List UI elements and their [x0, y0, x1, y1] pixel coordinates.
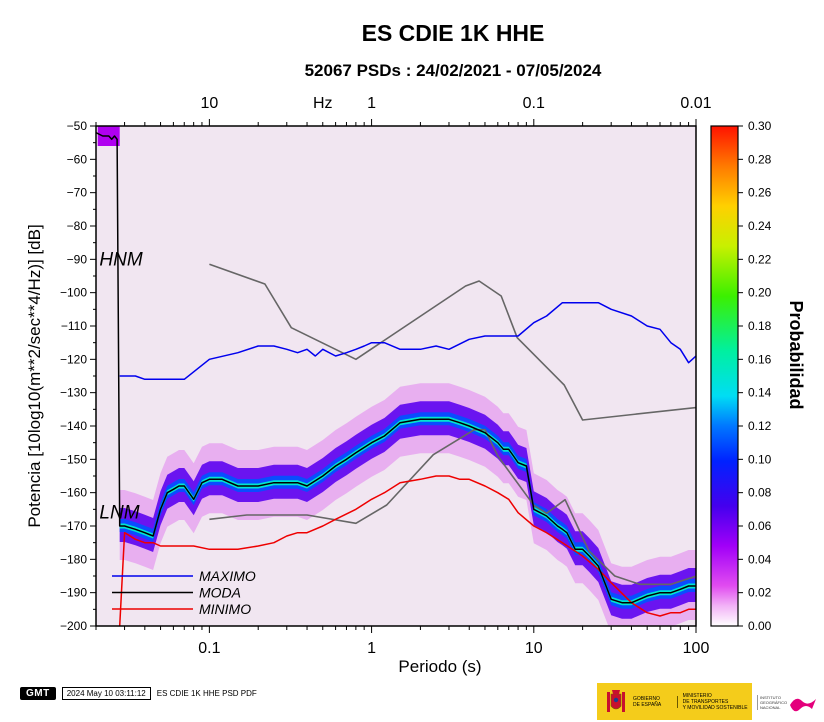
- timestamp: 2024 May 10 03:11:12: [61, 686, 151, 700]
- ign-mark-icon: [790, 698, 816, 712]
- x-tick-label: 0.1: [198, 640, 220, 657]
- colorbar-tick-label: 0.04: [748, 552, 772, 566]
- y-tick-label: −90: [67, 252, 88, 266]
- x-tick-label: 1: [367, 640, 376, 657]
- y-axis: −50 −60 −70 −80 −90 −100 −110 −120 −130 −140 −150 −…: [60, 119, 96, 633]
- series-lnm: [209, 428, 696, 586]
- chart-title: ES CDIE 1K HHE: [362, 20, 545, 46]
- y-tick-label: −130: [60, 386, 87, 400]
- colorbar: 0.00 0.02 0.04 0.06 0.08 0.10 0.12 0.14 0.16 0.18…: [710, 119, 806, 633]
- series-hnm: [209, 263, 696, 421]
- series-moda: [96, 132, 696, 604]
- top-frequency-axis: 10 1 0.1 0.01: [95, 95, 712, 126]
- x-axis-label: Periodo (s): [398, 657, 481, 676]
- colorbar-tick-label: 0.00: [748, 619, 772, 633]
- colorbar-tick-label: 0.20: [748, 286, 772, 300]
- y-tick-label: −140: [60, 419, 87, 433]
- y-tick-label: −110: [61, 319, 87, 333]
- series-layer: [96, 132, 696, 626]
- y-tick-label: −70: [67, 186, 88, 200]
- y-tick-label: −100: [60, 286, 87, 300]
- government-logo: GOBIERNO DE ESPAÑA MINISTERIO DE TRANSPO…: [597, 683, 752, 720]
- psd-pdf-chart: ES CDIE 1K HHE 52067 PSDs : 24/02/2021 -…: [25, 20, 806, 676]
- series-minimo: [118, 475, 696, 626]
- colorbar-gradient: [710, 125, 739, 627]
- y-tick-label: −60: [67, 152, 88, 166]
- colorbar-label: Probabilidad: [786, 300, 806, 409]
- gov-label: GOBIERNO DE ESPAÑA: [633, 695, 678, 708]
- y-tick-label: −200: [60, 619, 87, 633]
- colorbar-tick-label: 0.02: [748, 586, 772, 600]
- legend-label-minimo: MINIMO: [199, 601, 251, 617]
- x-tick-label: 10: [525, 640, 543, 657]
- x-tick-label: 100: [683, 640, 710, 657]
- coat-of-arms-icon: [605, 688, 627, 716]
- top-tick-label: 10: [200, 95, 218, 112]
- model-label-lnm: LNM: [99, 503, 139, 524]
- colorbar-tick-label: 0.24: [748, 219, 772, 233]
- top-tick-label: 1: [367, 95, 376, 112]
- ministry-label: MINISTERIO DE TRANSPORTES Y MOVILIDAD SO…: [682, 692, 748, 711]
- gmt-logo: GMT: [20, 686, 56, 700]
- colorbar-tick-label: 0.10: [748, 452, 772, 466]
- y-tick-label: −170: [60, 519, 87, 533]
- legend-label-moda: MODA: [199, 585, 241, 601]
- y-tick-label: −160: [60, 486, 87, 500]
- colorbar-tick-label: 0.26: [748, 186, 772, 200]
- ign-label: INSTITUTO GEOGRÁFICO NACIONAL: [757, 695, 790, 710]
- y-tick-label: −50: [67, 119, 88, 133]
- chart-subtitle: 52067 PSDs : 24/02/2021 - 07/05/2024: [305, 61, 602, 80]
- y-tick-label: −150: [60, 452, 87, 466]
- top-axis-label: Hz: [313, 95, 333, 112]
- legend-label-maximo: MAXIMO: [199, 568, 256, 584]
- colorbar-tick-label: 0.16: [748, 352, 772, 366]
- y-tick-label: −190: [60, 586, 87, 600]
- colorbar-tick-label: 0.14: [748, 386, 772, 400]
- noise-model-labels: HNM LNM: [99, 249, 142, 523]
- y-tick-label: −120: [60, 352, 87, 366]
- colorbar-tick-label: 0.30: [748, 119, 772, 133]
- colorbar-tick-label: 0.08: [748, 486, 772, 500]
- colorbar-tick-label: 0.28: [748, 152, 772, 166]
- top-tick-label: 0.01: [680, 95, 711, 112]
- colorbar-tick-label: 0.22: [748, 252, 772, 266]
- y-tick-label: −80: [67, 219, 88, 233]
- ign-logo: INSTITUTO GEOGRÁFICO NACIONAL: [752, 683, 824, 720]
- colorbar-tick-label: 0.18: [748, 319, 772, 333]
- model-label-hnm: HNM: [99, 249, 142, 270]
- plot-caption: ES CDIE 1K HHE PSD PDF: [156, 688, 257, 698]
- colorbar-tick-label: 0.06: [748, 519, 772, 533]
- x-axis: 0.1 1 10 100: [95, 626, 710, 657]
- y-tick-label: −180: [60, 552, 87, 566]
- colorbar-tick-label: 0.12: [748, 419, 772, 433]
- footer-stamp: GMT 2024 May 10 03:11:12 ES CDIE 1K HHE …: [20, 685, 257, 701]
- y-axis-label: Potencia [10log10(m**2/sec**4/Hz)] [dB]: [25, 224, 44, 527]
- series-maximo: [119, 301, 696, 381]
- top-tick-label: 0.1: [523, 95, 545, 112]
